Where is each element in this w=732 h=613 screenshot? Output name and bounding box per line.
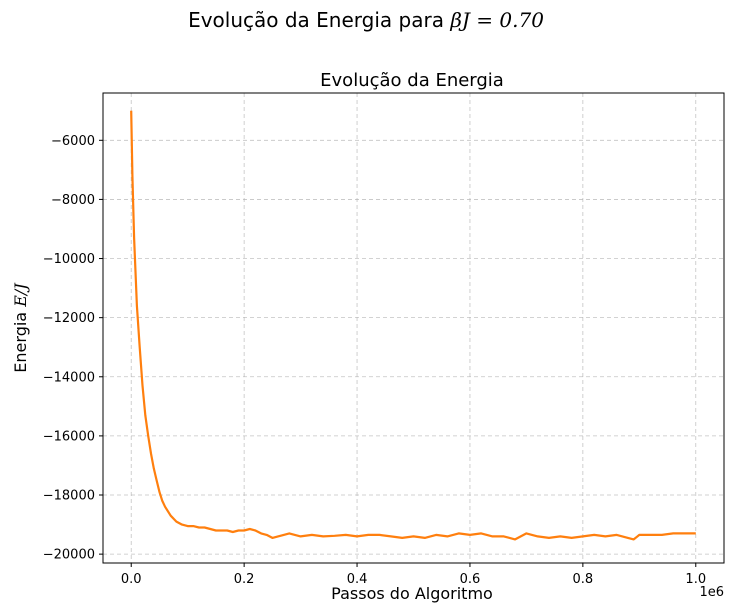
y-tick-label: −12000 (43, 311, 95, 326)
tick-marks: 0.0 0.2 0.4 0.6 0.8 1.0 −20000 −18000 −16000 −140… (43, 134, 706, 587)
y-tick-label: −18000 (43, 489, 95, 504)
y-tick-label: −6000 (51, 134, 95, 149)
x-axis-label: Passos do Algoritmo (331, 584, 493, 603)
x-tick-label: 0.2 (234, 572, 255, 587)
x-tick-label: 1.0 (685, 572, 706, 587)
grid-lines (103, 93, 724, 563)
x-tick-label: 0.6 (460, 572, 481, 587)
y-axis-label-text: Energia (11, 307, 30, 373)
figure-suptitle: Evolução da Energia para βJ = 0.70 (188, 8, 544, 32)
y-axis-label: Energia E/J (11, 282, 30, 373)
x-offset-text: 1e6 (699, 585, 724, 600)
y-axis-label-math: E/J (11, 282, 30, 308)
y-tick-label: −16000 (43, 429, 95, 444)
series-layer (130, 110, 696, 541)
x-tick-label: 0.8 (573, 572, 594, 587)
energy-series-line (130, 110, 696, 541)
y-tick-label: −14000 (43, 370, 95, 385)
suptitle-text: Evolução da Energia para (188, 8, 450, 32)
axes-title: Evolução da Energia (320, 70, 504, 91)
suptitle-math: βJ = 0.70 (449, 8, 544, 32)
y-tick-label: −8000 (51, 193, 95, 208)
y-tick-label: −20000 (43, 548, 95, 563)
x-tick-label: 0.4 (347, 572, 368, 587)
y-tick-label: −10000 (43, 252, 95, 267)
x-tick-label: 0.0 (121, 572, 142, 587)
axes-frame (102, 92, 725, 564)
